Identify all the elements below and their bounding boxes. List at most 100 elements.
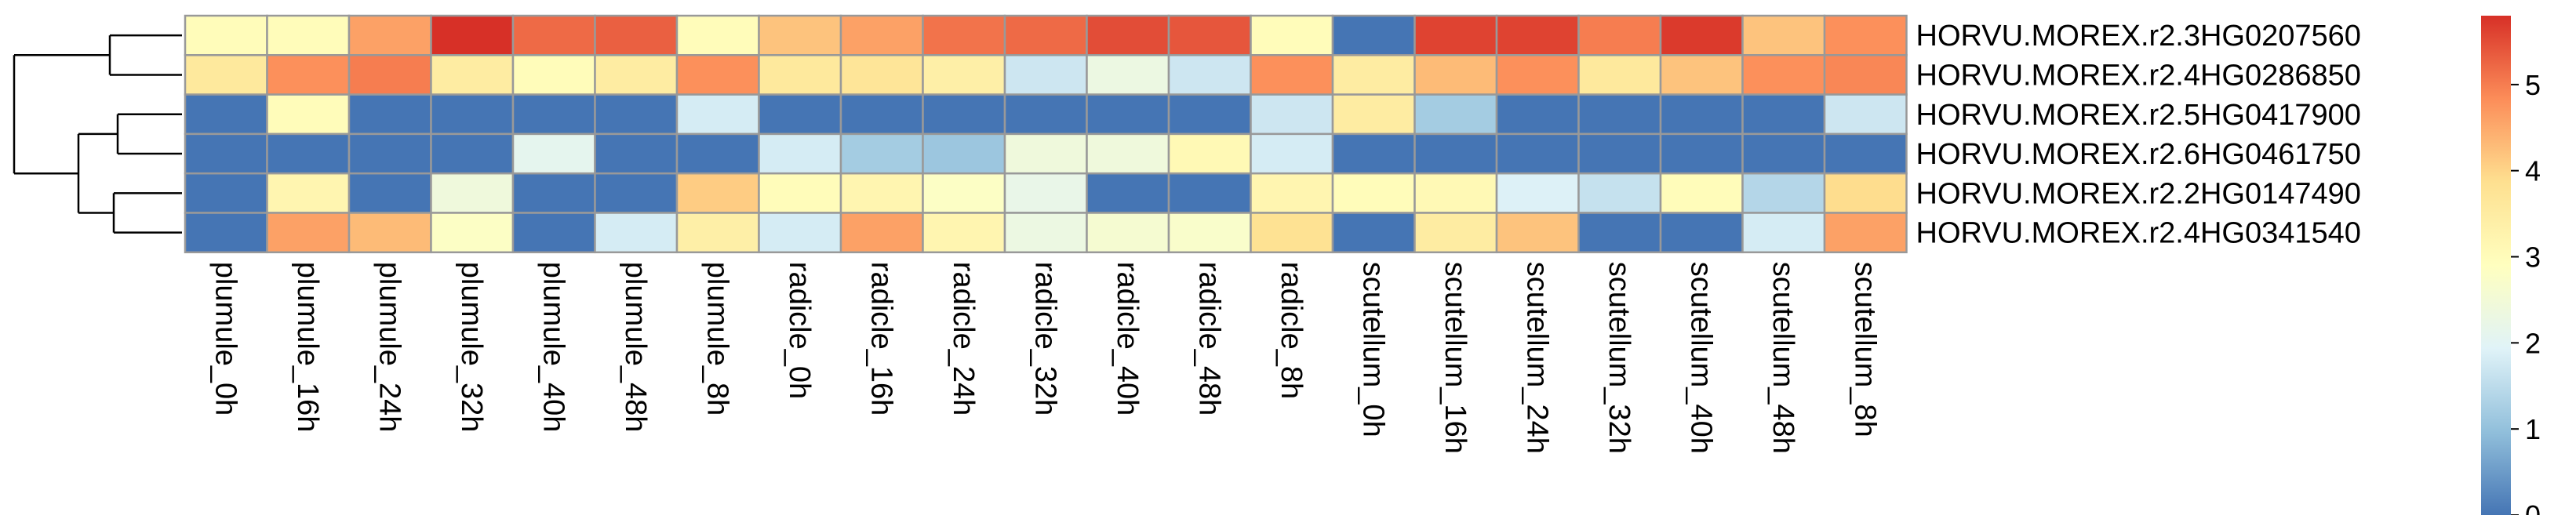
heatmap-cell [922, 212, 1006, 254]
column-labels: plumule_0h plumule_16h plumule_24h plumule_… [209, 262, 1881, 454]
heatmap-cell [511, 54, 596, 96]
heatmap-cell [1741, 212, 1826, 254]
heatmap-cell [758, 132, 842, 175]
heatmap-cell [1414, 54, 1498, 96]
heatmap-cell [1577, 14, 1662, 56]
heatmap-cell [594, 93, 679, 136]
column-label: radicle_40h [1111, 262, 1144, 416]
heatmap-cell [1331, 132, 1416, 175]
heatmap-cell [1250, 212, 1334, 254]
column-label: scutellum_40h [1684, 262, 1717, 454]
heatmap-cell [1741, 93, 1826, 136]
row-labels: HORVU.MOREX.r2.3HG0207560 HORVU.MOREX.r2.… [1916, 20, 2361, 249]
heatmap-cell [184, 54, 268, 96]
heatmap-cell [1741, 14, 1826, 56]
colorbar-tick-label: 3 [2525, 241, 2541, 274]
heatmap-cell [1086, 172, 1170, 214]
heatmap-cell [430, 14, 515, 56]
heatmap-cell [1167, 14, 1252, 56]
heatmap-cell [1003, 14, 1088, 56]
heatmap-cell [1495, 172, 1580, 214]
heatmap-cell [1495, 93, 1580, 136]
heatmap-cell [1250, 14, 1334, 56]
column-label: plumule_48h [619, 262, 652, 433]
heatmap-cell [1577, 172, 1662, 214]
heatmap-cell [675, 93, 760, 136]
heatmap-cell [1167, 172, 1252, 214]
heatmap-cell [347, 212, 432, 254]
heatmap-cell [594, 212, 679, 254]
heatmap-cell [1331, 212, 1416, 254]
column-label: scutellum_0h [1356, 262, 1389, 437]
color-legend: 0 1 2 3 4 5 [2481, 16, 2541, 519]
heatmap-cell [184, 14, 268, 56]
heatmap-cell [1741, 172, 1826, 214]
heatmap-cell [675, 172, 760, 214]
heatmap-cell [266, 93, 351, 136]
heatmap-cell [266, 54, 351, 96]
heatmap-cell [839, 172, 924, 214]
heatmap-cell [266, 172, 351, 214]
heatmap-cell [1495, 212, 1580, 254]
heatmap-cell [347, 132, 432, 175]
heatmap-cell [430, 132, 515, 175]
heatmap-cell [184, 172, 268, 214]
column-label: radicle_24h [947, 262, 980, 416]
row-label: HORVU.MOREX.r2.3HG0207560 [1916, 20, 2361, 53]
row-dendrogram [13, 34, 182, 234]
heatmap-cells [184, 14, 1908, 254]
heatmap-cell [1823, 212, 1908, 254]
heatmap-cell [1331, 14, 1416, 56]
heatmap-cell [758, 172, 842, 214]
heatmap-cell [1086, 132, 1170, 175]
column-label: plumule_40h [537, 262, 569, 433]
heatmap-cell [266, 132, 351, 175]
heatmap-cell [347, 54, 432, 96]
heatmap-cell [922, 54, 1006, 96]
heatmap-cell [1823, 172, 1908, 214]
heatmap-cell [594, 54, 679, 96]
heatmap-cell [1577, 54, 1662, 96]
heatmap-cell [266, 14, 351, 56]
column-label: scutellum_24h [1520, 262, 1553, 454]
heatmap-cell [1331, 93, 1416, 136]
colorbar-tick-label: 5 [2525, 69, 2541, 101]
heatmap-cell [1250, 132, 1334, 175]
colorbar-tick-label: 2 [2525, 327, 2541, 359]
heatmap-cell [1331, 54, 1416, 96]
column-label: scutellum_16h [1439, 262, 1472, 454]
heatmap-cell [1659, 14, 1744, 56]
heatmap-cell [1003, 172, 1088, 214]
heatmap-cell [511, 212, 596, 254]
heatmap-cell [594, 172, 679, 214]
heatmap-cell [1250, 172, 1334, 214]
column-label: scutellum_32h [1603, 262, 1635, 454]
heatmap-cell [1577, 132, 1662, 175]
heatmap-cell [430, 54, 515, 96]
heatmap-cell [922, 172, 1006, 214]
heatmap-cell [511, 132, 596, 175]
heatmap-cell [1741, 54, 1826, 96]
heatmap-cell [1167, 132, 1252, 175]
heatmap-cell [511, 172, 596, 214]
heatmap-cell [922, 93, 1006, 136]
heatmap-cell [1414, 93, 1498, 136]
heatmap-cell [1577, 93, 1662, 136]
heatmap-cell [1167, 212, 1252, 254]
heatmap-cell [1414, 14, 1498, 56]
column-label: scutellum_8h [1848, 262, 1881, 437]
heatmap-cell [675, 14, 760, 56]
heatmap-cell [1659, 54, 1744, 96]
heatmap-cell [1495, 54, 1580, 96]
column-label: radicle_32h [1028, 262, 1061, 416]
colorbar [2481, 16, 2511, 515]
heatmap-cell [347, 14, 432, 56]
heatmap-cell [1659, 212, 1744, 254]
column-label: radicle_48h [1192, 262, 1225, 416]
column-label: plumule_24h [373, 262, 406, 433]
heatmap-cell [266, 212, 351, 254]
heatmap-cell [1086, 93, 1170, 136]
heatmap-cell [1414, 212, 1498, 254]
